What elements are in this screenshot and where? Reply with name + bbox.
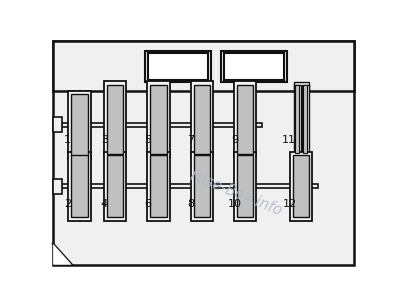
Bar	[62, 123, 262, 127]
Bar	[294, 82, 309, 90]
Bar	[53, 178, 62, 194]
Bar	[237, 155, 253, 217]
Bar	[294, 85, 301, 154]
Text: 6: 6	[144, 199, 151, 209]
Bar	[71, 94, 88, 156]
Bar	[234, 152, 256, 220]
Bar	[150, 155, 166, 217]
Text: 1: 1	[64, 135, 71, 146]
Bar	[71, 155, 88, 217]
Text: 12: 12	[282, 199, 297, 209]
Bar	[68, 152, 91, 220]
Text: 4: 4	[101, 199, 108, 209]
Text: 11: 11	[282, 135, 296, 146]
Bar	[293, 155, 309, 217]
Text: 9: 9	[231, 135, 238, 146]
Text: 5: 5	[144, 135, 151, 146]
Bar	[237, 85, 253, 154]
Bar	[150, 85, 166, 154]
Bar	[294, 151, 309, 157]
Bar	[144, 51, 211, 82]
Bar	[104, 152, 126, 220]
Text: 7: 7	[188, 135, 195, 146]
Bar	[191, 152, 213, 220]
Bar	[148, 53, 208, 80]
Bar	[290, 152, 312, 220]
Bar	[147, 81, 170, 157]
Text: 3: 3	[101, 135, 108, 146]
Bar	[104, 81, 126, 157]
Bar	[68, 91, 91, 159]
Polygon shape	[53, 244, 72, 265]
Bar	[224, 53, 284, 80]
Bar	[220, 51, 287, 82]
Bar	[303, 85, 307, 153]
Bar	[234, 81, 256, 157]
Bar	[191, 81, 213, 157]
Bar	[194, 85, 210, 154]
Bar	[295, 85, 299, 153]
Bar	[107, 85, 123, 154]
Bar	[62, 184, 318, 188]
Text: 2: 2	[64, 199, 71, 209]
Bar	[147, 152, 170, 220]
Bar	[53, 117, 62, 132]
Text: 10: 10	[228, 199, 242, 209]
Bar	[53, 40, 354, 92]
Bar	[194, 155, 210, 217]
Bar	[107, 155, 123, 217]
Bar	[302, 85, 309, 154]
Text: Fuse-Box.info: Fuse-Box.info	[188, 168, 284, 218]
Text: 8: 8	[188, 199, 195, 209]
